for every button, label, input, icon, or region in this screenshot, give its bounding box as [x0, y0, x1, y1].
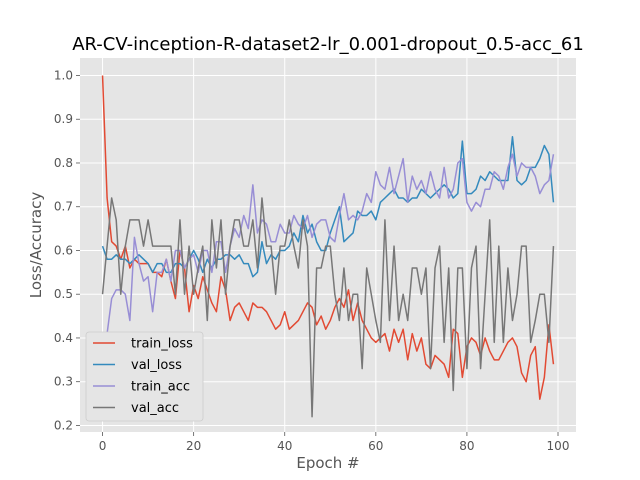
x-tick-label: 100	[547, 439, 570, 453]
legend-label-train-loss: train_loss	[131, 337, 193, 352]
legend: train_loss val_loss train_acc val_acc	[85, 331, 204, 422]
y-tick-label: 0.3	[54, 375, 73, 389]
chart-title: AR-CV-inception-R-dataset2-lr_0.001-drop…	[72, 34, 584, 55]
x-tick-label: 40	[277, 439, 292, 453]
grid-lines	[80, 58, 576, 432]
y-tick-label: 0.5	[54, 287, 73, 301]
series-lines	[101, 75, 555, 418]
y-axis-ticks: 0.2 0.3 0.4 0.5 0.6 0.7 0.8 0.9 1.0	[54, 68, 80, 432]
legend-label-train-acc: train_acc	[131, 380, 190, 395]
y-tick-label: 0.9	[54, 112, 73, 126]
series-line-val-acc	[101, 197, 555, 418]
x-axis-ticks: 0 20 40 60 80 100	[99, 432, 570, 453]
y-tick-label: 0.4	[54, 331, 73, 345]
y-tick-label: 1.0	[54, 68, 73, 82]
series-line-train-loss	[101, 75, 555, 400]
x-tick-label: 80	[459, 439, 474, 453]
x-axis-label: Epoch #	[296, 454, 359, 472]
y-tick-label: 0.7	[54, 200, 73, 214]
x-tick-label: 0	[99, 439, 107, 453]
y-tick-label: 0.6	[54, 243, 73, 257]
y-tick-label: 0.2	[54, 418, 73, 432]
legend-box	[85, 331, 204, 422]
y-tick-label: 0.8	[54, 156, 73, 170]
legend-label-val-loss: val_loss	[131, 358, 182, 373]
x-tick-label: 20	[186, 439, 201, 453]
legend-label-val-acc: val_acc	[131, 401, 179, 416]
y-axis-label: Loss/Accuracy	[27, 192, 45, 299]
x-tick-label: 60	[368, 439, 383, 453]
